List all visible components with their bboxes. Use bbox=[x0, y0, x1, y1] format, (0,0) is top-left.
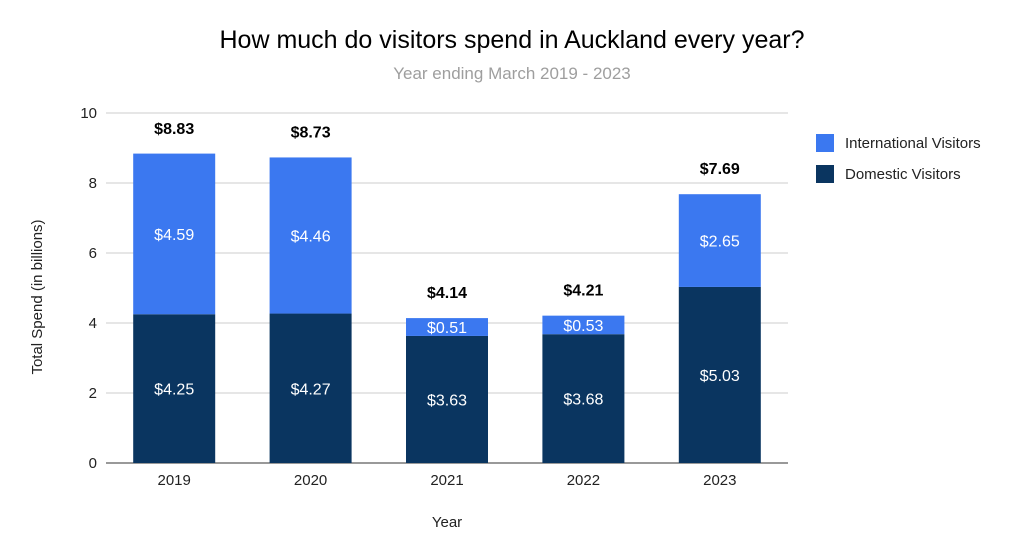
bar-total-label: $7.69 bbox=[700, 161, 740, 178]
bar-total-label: $8.73 bbox=[291, 124, 331, 141]
bar-value-label: $4.59 bbox=[154, 227, 194, 244]
chart-title: How much do visitors spend in Auckland e… bbox=[219, 26, 805, 54]
y-tick-label: 10 bbox=[80, 105, 97, 122]
bar-value-label: $4.25 bbox=[154, 382, 194, 399]
bar-segment bbox=[133, 314, 216, 463]
y-tick-label: 4 bbox=[89, 315, 97, 332]
bar-segment bbox=[678, 194, 761, 287]
y-axis-title: Total Spend (in billions) bbox=[29, 219, 46, 374]
x-axis-title: Year bbox=[432, 514, 462, 531]
legend-swatch bbox=[816, 134, 834, 152]
legend: International Visitors Domestic Visitors bbox=[816, 134, 981, 183]
bar-segment bbox=[133, 153, 216, 315]
x-tick-label: 2019 bbox=[158, 472, 191, 489]
legend-swatch bbox=[816, 165, 834, 183]
bar-segment bbox=[406, 318, 488, 336]
y-tick-label: 0 bbox=[89, 455, 97, 472]
x-tick-label: 2020 bbox=[294, 472, 327, 489]
y-tick-label: 2 bbox=[89, 385, 97, 402]
bar-segment bbox=[542, 315, 625, 335]
bar-value-label: $3.63 bbox=[427, 392, 467, 409]
x-tick-label: 2023 bbox=[703, 472, 736, 489]
bar-segment bbox=[406, 335, 488, 463]
bar-value-label: $3.68 bbox=[563, 392, 603, 409]
bar-segment bbox=[269, 313, 352, 463]
bar-total-label: $8.83 bbox=[154, 121, 194, 138]
chart-subtitle: Year ending March 2019 - 2023 bbox=[393, 64, 631, 83]
data-labels: $4.25 $4.59 $8.83 $4.27 $4.46 $8.73 $3.63 $0.51… bbox=[154, 121, 740, 410]
bar-segment bbox=[678, 286, 761, 463]
bars bbox=[133, 153, 761, 463]
legend-label: Domestic Visitors bbox=[845, 166, 961, 183]
x-tick-label: 2022 bbox=[567, 472, 600, 489]
bar-value-label: $4.46 bbox=[291, 229, 331, 246]
x-tick-label: 2021 bbox=[430, 472, 463, 489]
bar-segment bbox=[269, 157, 352, 314]
axes: Year Total Spend (in billions) 0 2 4 6 8 10 20… bbox=[29, 105, 736, 531]
y-tick-label: 8 bbox=[89, 175, 97, 192]
bar-value-label: $2.65 bbox=[700, 234, 740, 251]
bar-value-label: $0.51 bbox=[427, 320, 467, 337]
bar-value-label: $4.27 bbox=[291, 381, 331, 398]
bar-segment bbox=[542, 334, 625, 463]
y-tick-label: 6 bbox=[89, 245, 97, 262]
bar-value-label: $0.53 bbox=[563, 318, 603, 335]
bar-value-label: $5.03 bbox=[700, 368, 740, 385]
bar-total-label: $4.14 bbox=[427, 285, 467, 302]
legend-label: International Visitors bbox=[845, 135, 981, 152]
bar-total-label: $4.21 bbox=[563, 283, 603, 300]
